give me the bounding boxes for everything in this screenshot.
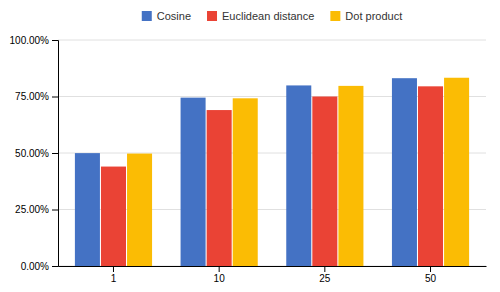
tick-label: 0.00% <box>21 261 49 272</box>
legend-item: Cosine <box>142 10 191 22</box>
grid-line <box>58 40 486 41</box>
bar <box>127 154 152 266</box>
chart: 0.00% 25.00% 50.00% 75.00% 100.00% 1 10 25 50 Cos… <box>0 0 500 292</box>
tick-mark <box>430 266 431 272</box>
bar <box>338 86 363 266</box>
tick-label: 50 <box>425 273 437 284</box>
tick-label: 25 <box>319 273 331 284</box>
tick-mark <box>52 266 58 267</box>
tick-mark <box>324 266 325 272</box>
bar <box>207 110 232 266</box>
tick-mark <box>219 266 220 272</box>
tick: 75.00% <box>15 91 58 102</box>
tick: 25 <box>319 266 331 284</box>
axis-line <box>59 266 487 267</box>
tick-label: 10 <box>214 273 226 284</box>
legend-label: Dot product <box>345 10 402 22</box>
bar <box>75 153 100 266</box>
bar <box>181 98 206 266</box>
bar-series <box>127 78 469 266</box>
tick: 50.00% <box>15 148 58 159</box>
tick-mark <box>52 97 58 98</box>
legend-item: Euclidean distance <box>207 10 314 22</box>
tick: 0.00% <box>21 261 58 272</box>
x-axis: 1 10 25 50 <box>59 266 487 284</box>
bar <box>444 78 469 266</box>
tick-mark <box>52 40 58 41</box>
tick-label: 75.00% <box>15 91 49 102</box>
bar <box>312 97 337 267</box>
bar <box>233 98 258 266</box>
tick-label: 1 <box>111 273 117 284</box>
legend-label: Cosine <box>157 10 191 22</box>
bar <box>101 167 126 266</box>
legend-swatch <box>330 11 340 21</box>
legend-label: Euclidean distance <box>222 10 314 22</box>
grid <box>58 40 486 266</box>
bars <box>75 78 469 266</box>
bar-series <box>101 86 443 266</box>
tick: 10 <box>214 266 226 284</box>
tick: 1 <box>111 266 117 284</box>
bar <box>286 85 311 266</box>
bar <box>418 86 443 266</box>
legend-item: Dot product <box>330 10 402 22</box>
legend: Cosine Euclidean distance Dot product <box>142 10 402 22</box>
tick: 25.00% <box>15 204 58 215</box>
y-axis: 0.00% 25.00% 50.00% 75.00% 100.00% <box>10 35 59 272</box>
tick-label: 100.00% <box>10 35 50 46</box>
axis-line <box>52 41 59 267</box>
tick-mark <box>113 266 114 272</box>
bar-series <box>75 78 417 266</box>
legend-swatch <box>142 11 152 21</box>
tick-label: 25.00% <box>15 204 49 215</box>
tick: 50 <box>425 266 437 284</box>
legend-swatch <box>207 11 217 21</box>
bar <box>392 78 417 266</box>
tick-label: 50.00% <box>15 148 49 159</box>
tick-mark <box>52 210 58 211</box>
tick-mark <box>52 153 58 154</box>
plot: 0.00% 25.00% 50.00% 75.00% 100.00% 1 10 25 50 <box>10 35 487 284</box>
tick: 100.00% <box>10 35 58 46</box>
